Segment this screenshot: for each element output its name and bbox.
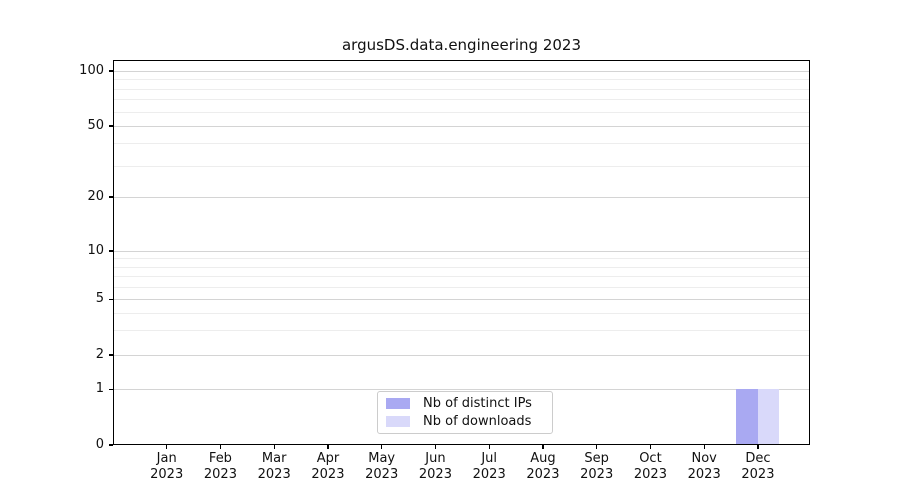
legend-label: Nb of distinct IPs — [423, 396, 532, 412]
legend: Nb of distinct IPs Nb of downloads — [377, 391, 553, 434]
x-tick-label: Nov 2023 — [664, 451, 744, 483]
x-tick-mark — [757, 445, 759, 449]
y-tick-mark — [109, 250, 113, 252]
x-tick-label: Feb 2023 — [180, 451, 260, 483]
x-tick-mark — [166, 445, 168, 449]
x-tick-label: Jun 2023 — [395, 451, 475, 483]
y-tick-label: 0 — [95, 437, 104, 452]
x-tick-year: 2023 — [203, 467, 237, 482]
bar-distinct-ips-dec — [736, 389, 758, 445]
x-tick-month: May — [368, 451, 396, 466]
y-tick-label: 1 — [95, 381, 104, 397]
x-tick-mark — [488, 445, 490, 449]
y-tick-mark — [109, 354, 113, 356]
x-tick-year: 2023 — [257, 467, 291, 482]
x-tick-month: Jan — [156, 451, 177, 466]
x-tick-year: 2023 — [150, 467, 184, 482]
x-tick-label: Dec 2023 — [718, 451, 798, 483]
y-tick-label: 100 — [79, 63, 104, 78]
gridline-major — [113, 71, 810, 72]
y-tick-mark — [109, 388, 113, 390]
x-tick-month: Feb — [208, 451, 232, 466]
x-tick-month: Oct — [639, 451, 662, 466]
x-tick-month: Jun — [425, 451, 446, 466]
x-tick-mark — [703, 445, 705, 449]
x-tick-year: 2023 — [418, 467, 452, 482]
x-tick-label: Mar 2023 — [234, 451, 314, 483]
y-tick-mark — [109, 196, 113, 198]
x-tick-year: 2023 — [311, 467, 345, 482]
x-tick-month: Jul — [481, 451, 498, 466]
gridline-major — [113, 355, 810, 356]
gridline-minor — [113, 79, 810, 81]
gridline-minor — [113, 330, 810, 332]
chart-title: argusDS.data.engineering 2023 — [341, 36, 582, 54]
y-tick-mark — [109, 70, 113, 72]
legend-label: Nb of downloads — [423, 413, 532, 429]
gridline-major — [113, 299, 810, 301]
x-tick-year: 2023 — [741, 467, 775, 482]
gridline-minor — [113, 88, 810, 90]
x-tick-month: Nov — [691, 451, 717, 466]
x-tick-month: Dec — [745, 451, 771, 466]
y-tick-mark — [109, 125, 113, 127]
x-tick-month: Sep — [584, 451, 609, 466]
x-tick-month: Apr — [316, 451, 340, 466]
legend-swatch-downloads — [386, 415, 410, 427]
gridline-minor — [113, 286, 810, 288]
gridline-major — [113, 389, 810, 391]
x-tick-label: Jul 2023 — [449, 451, 529, 483]
gridline-minor — [113, 275, 810, 277]
x-tick-label: May 2023 — [342, 451, 422, 483]
gridline-minor — [113, 143, 810, 145]
x-tick-year: 2023 — [580, 467, 614, 482]
bar-downloads-dec — [757, 389, 780, 445]
x-tick-mark — [596, 445, 598, 449]
y-tick-label: 20 — [87, 189, 104, 204]
x-tick-mark — [542, 445, 544, 449]
x-tick-label: Aug 2023 — [503, 451, 583, 483]
x-tick-mark — [273, 445, 275, 449]
x-tick-year: 2023 — [472, 467, 506, 482]
x-tick-label: Apr 2023 — [288, 451, 368, 483]
y-tick-mark — [109, 298, 113, 300]
legend-row: Nb of downloads — [386, 414, 544, 429]
y-tick-label: 2 — [95, 347, 104, 362]
x-tick-mark — [434, 445, 437, 449]
y-tick-label: 50 — [87, 118, 104, 133]
plot-area — [113, 60, 810, 445]
x-tick-label: Oct 2023 — [610, 451, 690, 483]
x-tick-mark — [219, 445, 222, 449]
y-tick-mark — [109, 444, 113, 446]
legend-row: Nb of distinct IPs — [386, 396, 544, 411]
gridline-minor — [113, 312, 810, 314]
gridline-minor — [113, 266, 810, 268]
x-tick-year: 2023 — [633, 467, 667, 482]
gridline-minor — [113, 111, 810, 113]
x-tick-month: Mar — [261, 451, 287, 466]
gridline-minor — [113, 258, 810, 260]
gridline-minor — [113, 99, 810, 101]
y-tick-label: 5 — [95, 291, 104, 307]
y-tick-label: 10 — [87, 243, 104, 258]
gridline-major — [113, 197, 810, 198]
x-tick-label: Sep 2023 — [557, 451, 637, 483]
x-tick-year: 2023 — [687, 467, 721, 482]
x-tick-year: 2023 — [526, 467, 560, 482]
legend-swatch-distinct-ips — [386, 398, 410, 410]
x-tick-label: Jan 2023 — [127, 451, 207, 483]
x-tick-mark — [649, 445, 652, 449]
x-tick-month: Aug — [530, 451, 556, 466]
x-tick-mark — [327, 445, 329, 449]
gridline-minor — [113, 165, 810, 167]
gridline-major — [113, 251, 810, 252]
gridline-major — [113, 126, 810, 127]
x-tick-year: 2023 — [365, 467, 399, 482]
x-tick-mark — [381, 445, 383, 449]
